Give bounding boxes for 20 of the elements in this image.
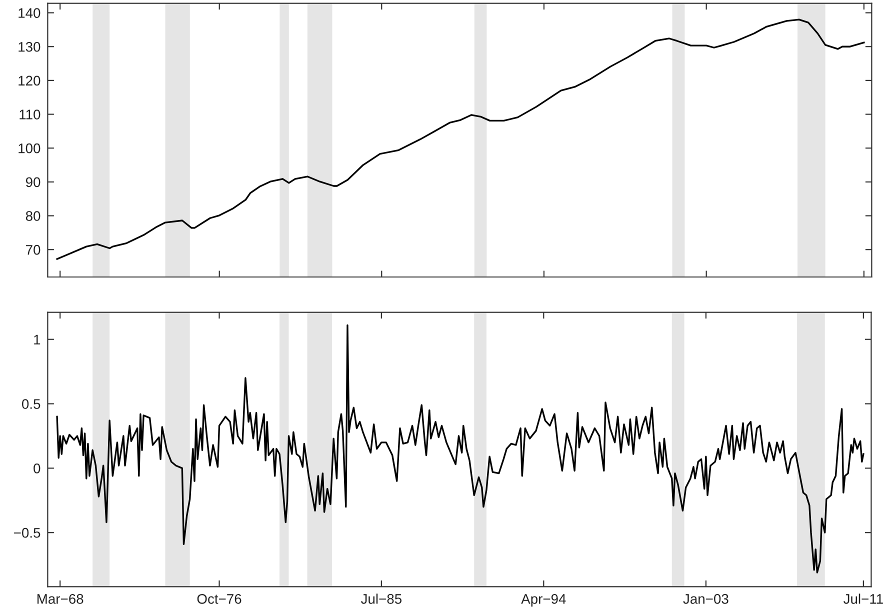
- line-series: [56, 324, 864, 574]
- x-tick-label: Jul−85: [360, 594, 402, 604]
- y-tick-label: 90: [26, 177, 40, 188]
- y-tick-label: 120: [18, 76, 40, 86]
- y-tick-label: 100: [18, 143, 40, 154]
- y-tick-label: 70: [26, 244, 40, 255]
- x-tick-label: Apr−94: [521, 594, 566, 607]
- x-tick-label: Mar−68: [37, 594, 84, 604]
- line-series: [56, 18, 865, 260]
- y-tick-label: 0.5: [22, 399, 40, 409]
- y-tick-label: 1: [34, 334, 40, 344]
- y-tick-label: 140: [18, 8, 40, 18]
- x-tick-label: Jan−03: [683, 594, 728, 604]
- y-tick-label: 110: [20, 110, 40, 120]
- y-tick-label: 80: [26, 211, 40, 221]
- x-tick-label: Jul−11: [844, 594, 883, 604]
- y-tick-label: −0.5: [14, 528, 40, 538]
- y-tick-label: 130: [18, 42, 40, 52]
- y-tick-label: 0: [34, 464, 40, 474]
- x-tick-label: Oct−76: [197, 594, 242, 604]
